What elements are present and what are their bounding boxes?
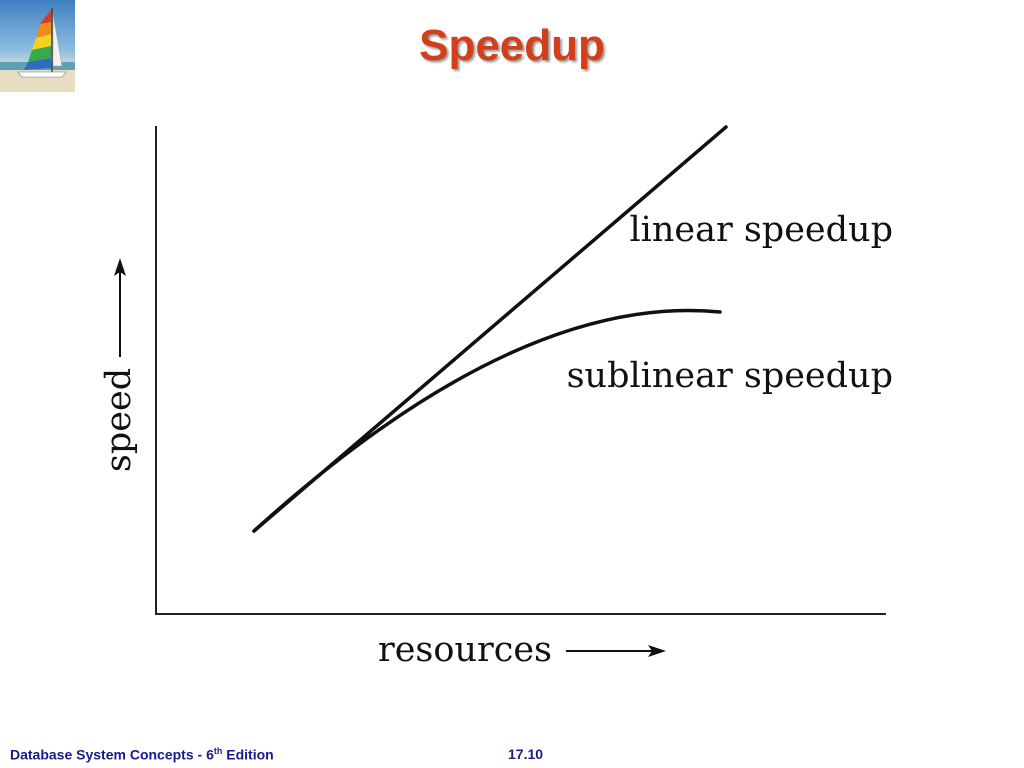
linear-speedup-label: linear speedup <box>629 210 893 250</box>
y-axis-arrow-icon <box>114 258 126 357</box>
sailboat-logo-icon <box>0 0 75 92</box>
sublinear-speedup-curve <box>252 308 722 533</box>
edition-superscript: th <box>213 746 223 756</box>
book-title-text: Database System Concepts - 6 <box>10 746 214 763</box>
x-axis-label: resources <box>378 630 552 670</box>
page-number: 17.10 <box>508 746 544 762</box>
footer-book-title: Database System Concepts - 6th Edition <box>10 746 274 763</box>
y-axis-label: speed <box>99 368 139 472</box>
edition-word: Edition <box>222 746 274 763</box>
x-axis-arrow-icon <box>566 645 666 657</box>
sublinear-speedup-label: sublinear speedup <box>567 356 893 396</box>
slide-title: Speedup <box>419 21 605 70</box>
